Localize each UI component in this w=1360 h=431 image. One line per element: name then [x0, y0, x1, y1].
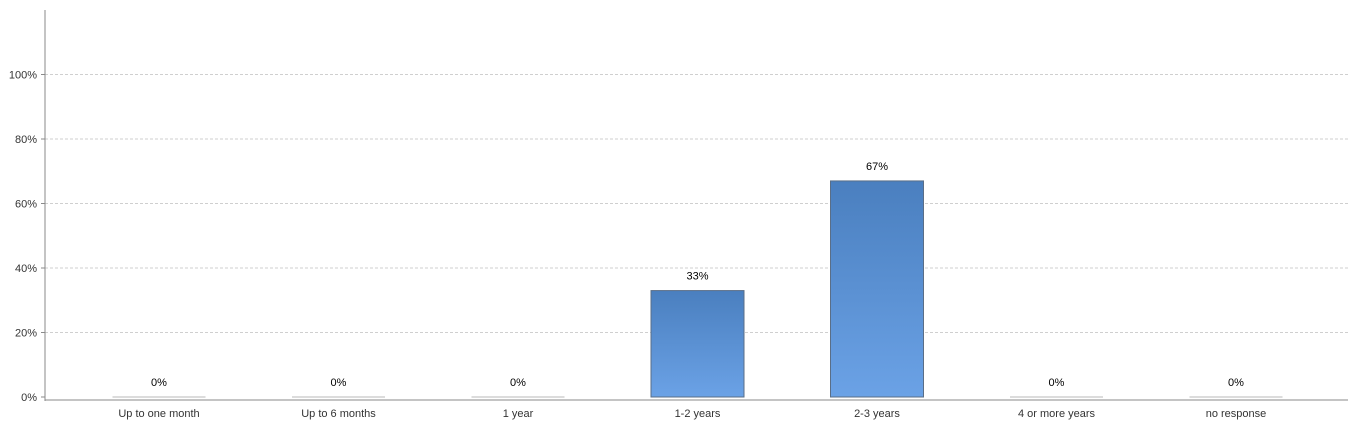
bar-value-label: 0%	[1228, 377, 1244, 389]
y-tick-label: 60%	[15, 199, 37, 211]
y-tick-label: 100%	[9, 70, 37, 82]
y-tick-label: 40%	[15, 263, 37, 275]
bar-value-label: 33%	[686, 271, 708, 283]
x-tick-label: Up to one month	[118, 408, 199, 420]
bar-value-label: 0%	[1049, 377, 1065, 389]
x-tick-label: 1 year	[503, 408, 534, 420]
bar	[830, 180, 924, 398]
x-tick-label: Up to 6 months	[301, 408, 376, 420]
y-tick-label: 20%	[15, 328, 37, 340]
bar	[650, 290, 745, 398]
axes	[41, 10, 1348, 401]
x-tick-label: no response	[1206, 408, 1267, 420]
bar-value-label: 0%	[510, 377, 526, 389]
x-tick-label: 4 or more years	[1018, 408, 1096, 420]
bars	[112, 180, 1283, 398]
bar-value-label: 0%	[151, 377, 167, 389]
bar-value-label: 0%	[331, 377, 347, 389]
y-tick-label: 0%	[21, 392, 37, 404]
gridlines	[45, 74, 1348, 333]
x-tick-label: 1-2 years	[675, 408, 721, 420]
x-tick-label: 2-3 years	[854, 408, 900, 420]
y-tick-label: 80%	[15, 134, 37, 146]
bar-value-label: 67%	[866, 161, 888, 173]
labels: 0% 20% 40% 60% 80% 100% 0% Up to one month 0% Up …	[9, 70, 1266, 421]
